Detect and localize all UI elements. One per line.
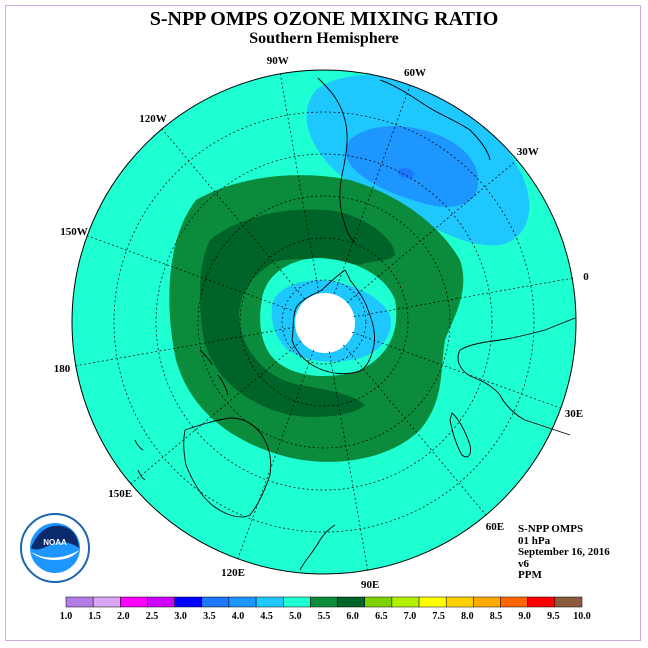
colorbar-swatch	[201, 596, 230, 608]
meridian-90W	[279, 73, 320, 293]
colorbar-tick-label: 8.0	[461, 611, 474, 622]
longitude-labels: 90W 60W 30W 0 30E 60E 90E 120E 150E 180 150W 120W	[54, 55, 589, 591]
coastlines	[134, 77, 576, 571]
colorbar-tick-label: 7.0	[404, 611, 417, 622]
noaa-logo-text: NOAA	[43, 538, 67, 547]
colorbar-swatch	[147, 596, 175, 608]
colorbar-tick-label: 3.5	[203, 611, 216, 622]
meridian-150E	[130, 341, 302, 485]
colorbar-tick-label: 10.0	[573, 611, 591, 622]
meridian-30W	[346, 159, 518, 303]
info-date: September 16, 2016	[518, 546, 610, 558]
colorbar: 1.0 1.5 2.0 2.5 3.0 3.5 4.0 4.5 5.0 5.5 6.0 6.5 7.0 7…	[60, 596, 591, 622]
lon-label-60W: 60W	[404, 67, 426, 79]
colorbar-tick-label: 4.0	[232, 611, 245, 622]
colorbar-tick-label: 6.5	[375, 611, 388, 622]
colorbar-tick-label: 5.5	[318, 611, 331, 622]
lon-label-180: 180	[54, 363, 71, 375]
coast-islands	[134, 439, 336, 571]
lon-label-30W: 30W	[517, 146, 539, 158]
colorbar-swatch	[500, 596, 528, 608]
colorbar-swatch	[92, 596, 121, 608]
colorbar-swatch	[473, 596, 501, 608]
lon-label-30E: 30E	[565, 408, 583, 420]
colorbar-tick-label: 5.0	[289, 611, 302, 622]
map-subtitle: Southern Hemisphere	[249, 30, 399, 47]
colorbar-swatch	[255, 596, 284, 608]
lon-label-120E: 120E	[221, 567, 245, 579]
lon-label-90W: 90W	[267, 55, 289, 67]
noaa-logo: NOAA	[20, 513, 90, 583]
ozone-field	[72, 70, 576, 574]
lon-label-0: 0	[583, 271, 589, 283]
info-block: S-NPP OMPS 01 hPa September 16, 2016 v6 …	[518, 523, 610, 582]
info-units: PPM	[518, 569, 542, 581]
colorbar-tick-label: 2.5	[146, 611, 159, 622]
latitude-circles	[113, 111, 535, 533]
lon-label-150W: 150W	[60, 226, 88, 238]
meridian-0	[353, 277, 573, 318]
ring-contour-55	[199, 209, 395, 417]
lon-label-120W: 120W	[139, 113, 167, 125]
globe-outline	[71, 69, 577, 575]
lon-label-90E: 90E	[361, 579, 379, 591]
colorbar-swatch	[391, 596, 420, 608]
colorbar-swatch	[283, 596, 311, 608]
lon-label-150E: 150E	[108, 488, 132, 500]
colorbar-tick-label: 3.0	[174, 611, 187, 622]
map-title: S-NPP OMPS OZONE MIXING RATIO	[149, 8, 499, 30]
info-level: 01 hPa	[518, 534, 551, 547]
colorbar-swatch	[418, 596, 447, 608]
colorbar-swatch	[65, 596, 94, 608]
meridian-120W	[161, 128, 305, 300]
colorbar-tick-label: 9.5	[547, 611, 560, 622]
colorbar-swatch	[174, 596, 203, 608]
colorbar-swatch	[337, 596, 365, 608]
meridian-60W	[333, 85, 411, 294]
meridian-180	[75, 326, 295, 367]
meridian-150W	[87, 235, 296, 313]
coast-new-zealand	[199, 349, 229, 396]
colorbar-swatch	[310, 596, 338, 608]
figure-frame	[5, 5, 641, 641]
meridian-60E	[343, 344, 487, 516]
coast-africa	[457, 317, 576, 436]
colorbar-tick-label: 1.0	[60, 611, 73, 622]
meridian-90E	[328, 351, 369, 571]
colorbar-swatch	[527, 596, 556, 608]
colorbar-tick-label: 9.0	[518, 611, 531, 622]
coast-australia	[183, 417, 272, 518]
colorbar-swatch	[554, 596, 583, 608]
colorbar-swatch	[364, 596, 393, 608]
info-instrument: S-NPP OMPS	[518, 523, 584, 535]
lon-label-60E: 60E	[486, 521, 504, 533]
colorbar-swatch	[120, 596, 148, 608]
colorbar-tick-label: 7.5	[432, 611, 445, 622]
colorbar-tick-label: 6.0	[346, 611, 359, 622]
coast-antarctica	[291, 269, 375, 375]
colorbar-tick-label: 8.5	[490, 611, 503, 622]
colorbar-swatch	[228, 596, 257, 608]
low-contour-35	[397, 167, 415, 179]
colorbar-tick-label: 1.5	[88, 611, 101, 622]
meridian-30E	[352, 331, 561, 409]
coast-madagascar	[449, 412, 471, 458]
low-contour-40	[345, 126, 479, 207]
colorbar-tick-label: 2.0	[117, 611, 130, 622]
colorbar-swatch	[445, 596, 474, 608]
coast-south-america	[317, 77, 491, 243]
polar-data-gap	[295, 293, 355, 353]
info-version: v6	[518, 557, 529, 570]
meridian-lines	[75, 73, 573, 571]
colorbar-tick-label: 4.5	[260, 611, 273, 622]
meridian-120E	[237, 350, 315, 559]
